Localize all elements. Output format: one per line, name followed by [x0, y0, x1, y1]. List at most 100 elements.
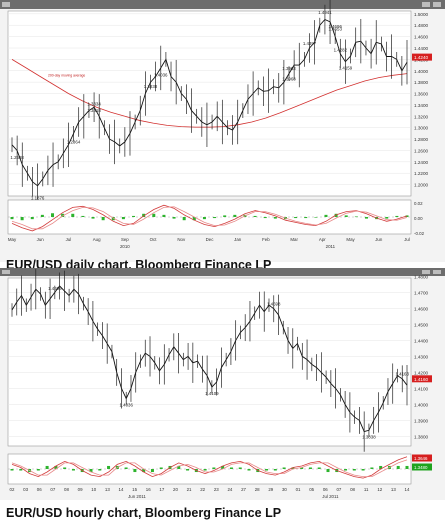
indicator-histogram-bar	[63, 467, 67, 469]
indicator-value-tag-label: 1.3646	[414, 456, 428, 461]
y-tick-label: 1.2200	[414, 171, 428, 176]
indicator-histogram-bar	[395, 215, 399, 217]
price-plot-area	[7, 277, 412, 447]
y-tick-label: 1.3400	[414, 103, 428, 108]
x-tick-label: 20	[173, 487, 178, 492]
indicator-histogram-bar	[89, 469, 93, 473]
indicator-histogram-bar	[159, 467, 163, 469]
y-tick-label: 1.4800	[414, 23, 428, 28]
x-tick-label: 15	[132, 487, 137, 492]
y-tick-label: 1.2000	[414, 183, 428, 188]
y-tick-label: 1.2600	[414, 148, 428, 153]
window-title-bar	[0, 0, 445, 9]
indicator-line-slow	[11, 459, 408, 478]
x-month-label: Jun 2011	[128, 494, 146, 499]
indicator-histogram-bar	[107, 465, 111, 469]
indicator-histogram-bar	[361, 469, 365, 471]
x-year-label: 2011	[326, 244, 336, 249]
low-value-label: 1.1876	[31, 196, 45, 201]
indicator-value-tag	[412, 463, 432, 471]
hourly-chart: 1.4800 1.4700 1.4600 1.4500 1.4400 1.4300 1.42…	[0, 268, 445, 499]
high-value-label: 1.4163	[396, 371, 410, 376]
hourly-chart-caption: EUR/USD hourly chart, Bloomberg Finance …	[6, 506, 282, 520]
x-tick-label: 24	[227, 487, 232, 492]
price-line	[11, 18, 408, 187]
x-tick-label: 07	[336, 487, 341, 492]
x-month-label: Jan	[234, 237, 242, 242]
indicator-histogram-bar	[182, 217, 186, 221]
indicator-histogram-bar	[142, 213, 146, 217]
indicator-histogram-bar	[40, 214, 44, 217]
indicator-histogram-bar	[36, 469, 40, 471]
indicator-histogram-bar	[304, 217, 308, 219]
moving-average-line	[11, 59, 408, 128]
indicator-histogram-bar	[203, 469, 207, 471]
indicator-histogram-bar	[172, 217, 176, 219]
x-tick-label: 09	[78, 487, 83, 492]
window-close-icon	[433, 2, 441, 7]
y-tick-label: 1.4000	[414, 69, 428, 74]
window-minimize-icon	[422, 270, 430, 274]
x-month-label: Mar	[290, 237, 298, 242]
x-tick-label: 10	[91, 487, 96, 492]
x-tick-label: 30	[282, 487, 287, 492]
indicator-histogram-bar	[352, 469, 356, 471]
y-tick-label: 1.3800	[414, 434, 428, 439]
indicator-histogram-bar	[45, 465, 49, 469]
low-value-label: 1.2864	[67, 139, 81, 144]
indicator-histogram-bar	[229, 467, 233, 469]
y-tick-label: 1.4800	[414, 274, 428, 279]
indicator-histogram-bar	[61, 213, 65, 217]
x-month-label: May	[346, 237, 355, 242]
indicator-histogram-bar	[396, 465, 400, 469]
low-value-label: 1.4036	[119, 403, 133, 408]
x-tick-label: 01	[296, 487, 301, 492]
indicator-histogram-bar	[238, 467, 242, 469]
low-value-label: 1.4036	[154, 73, 168, 78]
y-tick-label: 1.4200	[414, 370, 428, 375]
indicator-histogram-bar	[344, 215, 348, 217]
low-value-label: 1.3968	[282, 77, 296, 82]
x-month-label: May	[8, 237, 17, 242]
indicator-histogram-bar	[354, 216, 358, 218]
indicator-histogram-bar	[101, 217, 105, 221]
x-tick-label: 29	[268, 487, 273, 492]
high-value-label: 1.4653	[328, 27, 342, 32]
daily-chart: 1.50001.48001.46001.44001.42001.40001.38…	[0, 0, 445, 249]
indicator-histogram-bar	[379, 465, 383, 469]
window-minimize-icon	[422, 2, 430, 7]
low-value-label: 1.3838	[144, 84, 158, 89]
x-tick-label: 14	[405, 487, 410, 492]
high-value-label: 1.4397	[303, 41, 317, 46]
indicator-histogram-bar	[51, 213, 55, 217]
indicator-histogram-bar	[308, 467, 312, 469]
price-tag-label: 1.4240	[414, 55, 428, 60]
window-title-bar	[0, 268, 445, 276]
indicator-histogram-bar	[10, 469, 14, 471]
x-month-label: Jun	[375, 237, 383, 242]
x-tick-label: 07	[50, 487, 55, 492]
indicator-histogram-bar	[152, 213, 156, 217]
y-tick-label: 1.3200	[414, 114, 428, 119]
x-tick-label: 06	[323, 487, 328, 492]
indicator-histogram-bar	[344, 469, 348, 471]
x-tick-label: 08	[64, 487, 69, 492]
y-tick-label: 1.4600	[414, 306, 428, 311]
indicator-histogram-bar	[317, 467, 321, 469]
indicator-histogram-bar	[177, 465, 181, 469]
low-value-label: 1.4159	[339, 66, 353, 71]
x-tick-label: 28	[255, 487, 260, 492]
high-value-label: 1.4282	[334, 48, 348, 53]
indicator-histogram-bar	[324, 214, 328, 217]
indicator-histogram-bar	[124, 467, 128, 469]
daily-chart-panel: 1.50001.48001.46001.44001.42001.40001.38…	[0, 0, 445, 262]
indicator-histogram-bar	[162, 214, 166, 217]
x-tick-label: 11	[364, 487, 369, 492]
x-tick-label: 06	[37, 487, 42, 492]
indicator-histogram-bar	[314, 217, 318, 218]
x-tick-label: 22	[200, 487, 205, 492]
indicator-histogram-bar	[334, 213, 338, 217]
x-tick-label: 14	[119, 487, 124, 492]
y-tick-label: 1.4400	[414, 46, 428, 51]
price-tag-box	[412, 375, 432, 383]
